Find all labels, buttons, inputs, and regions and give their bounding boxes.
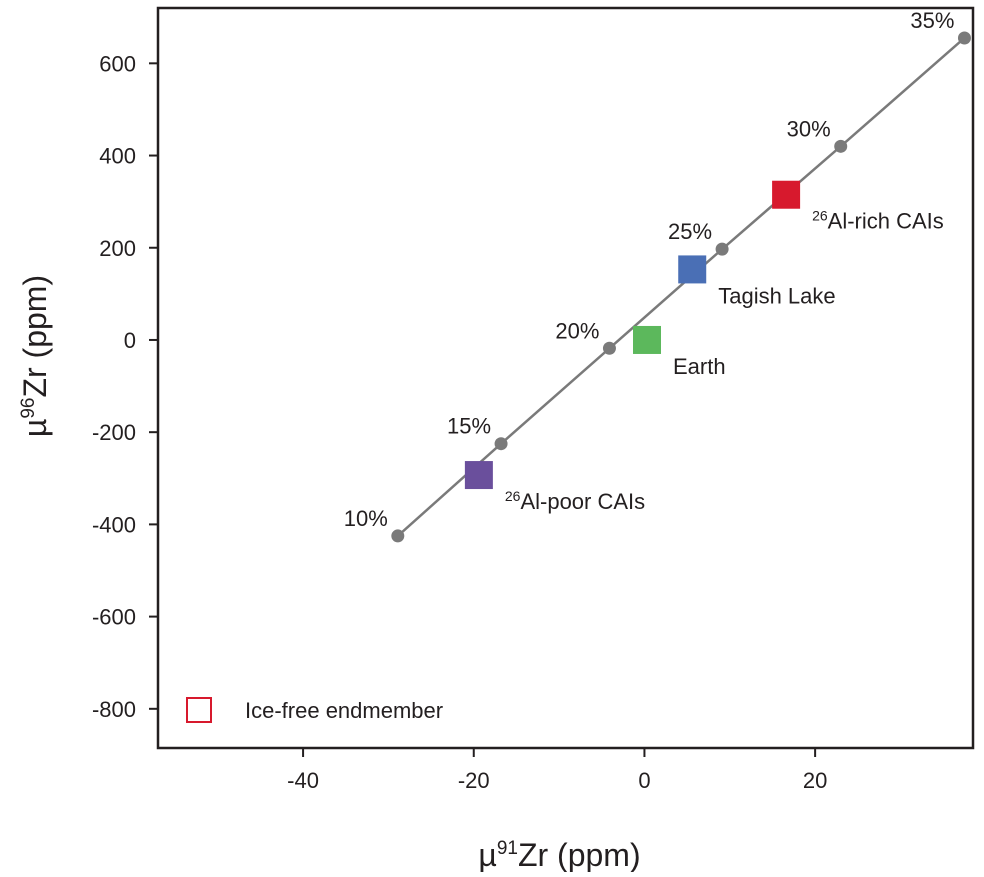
legend-marker [186, 697, 212, 723]
sample-label: 26Al-poor CAIs [505, 488, 645, 514]
mixing-point-label: 35% [910, 8, 954, 33]
mixing-point [391, 529, 405, 543]
sample-label-sup: 26 [812, 208, 828, 224]
mixing-point [834, 139, 848, 153]
sample-marker [633, 325, 661, 354]
x-axis-title-prefix: µ [478, 837, 496, 872]
x-axis-title-main: Zr (ppm) [518, 837, 641, 872]
mixing-point [602, 341, 616, 355]
sample-marker [678, 255, 707, 284]
mixing-point-label: 15% [447, 414, 491, 439]
mixing-point [494, 437, 508, 451]
y-tick-label: 400 [99, 144, 136, 169]
mixing-point [715, 242, 729, 256]
sample-label-main: Al-rich CAIs [828, 209, 944, 234]
sample-label: Earth [673, 354, 726, 379]
mixing-point-label: 20% [555, 318, 599, 343]
sample-label: Tagish Lake [718, 283, 835, 308]
mixing-points-layer: 10% 15% 20% 25% 30% 35% [344, 8, 971, 543]
mixing-line [396, 37, 966, 537]
x-tick-label: 20 [803, 768, 827, 793]
legend-label: Ice-free endmember [245, 698, 443, 723]
sample-label-sup: 26 [505, 488, 521, 504]
y-axis-title-sup: 96 [18, 398, 39, 419]
legend: Ice-free endmember [186, 697, 443, 723]
y-axis-title-main: Zr (ppm) [17, 275, 53, 398]
x-axis-title-sup: 91 [497, 838, 518, 859]
y-tick-label: 600 [99, 51, 136, 76]
x-tick-label: -40 [287, 768, 319, 793]
mixing-line-layer [396, 37, 966, 537]
y-tick-label: 0 [124, 328, 136, 353]
plot-frame [156, 6, 975, 750]
sample-label: 26Al-rich CAIs [812, 208, 944, 234]
axis-layer [156, 6, 975, 750]
y-tick-label: -200 [92, 420, 136, 445]
mixing-point [957, 31, 971, 45]
x-axis-title: µ91Zr (ppm) [478, 837, 640, 872]
y-tick-label: -400 [92, 512, 136, 537]
sample-marker [464, 461, 493, 490]
y-tick-label: -600 [92, 605, 136, 630]
mixing-point-label: 25% [668, 219, 712, 244]
y-tick-label: 200 [99, 236, 136, 261]
y-tick-label: -800 [92, 697, 136, 722]
y-axis-title: µ96Zr (ppm) [17, 275, 53, 437]
sample-marker [772, 180, 801, 209]
x-tick-label: 0 [638, 768, 650, 793]
y-axis-title-prefix: µ [17, 419, 53, 437]
mixing-point-label: 10% [344, 506, 388, 531]
sample-label-main: Al-poor CAIs [520, 489, 645, 514]
mixing-point-label: 30% [787, 116, 831, 141]
x-tick-label: -20 [458, 768, 490, 793]
